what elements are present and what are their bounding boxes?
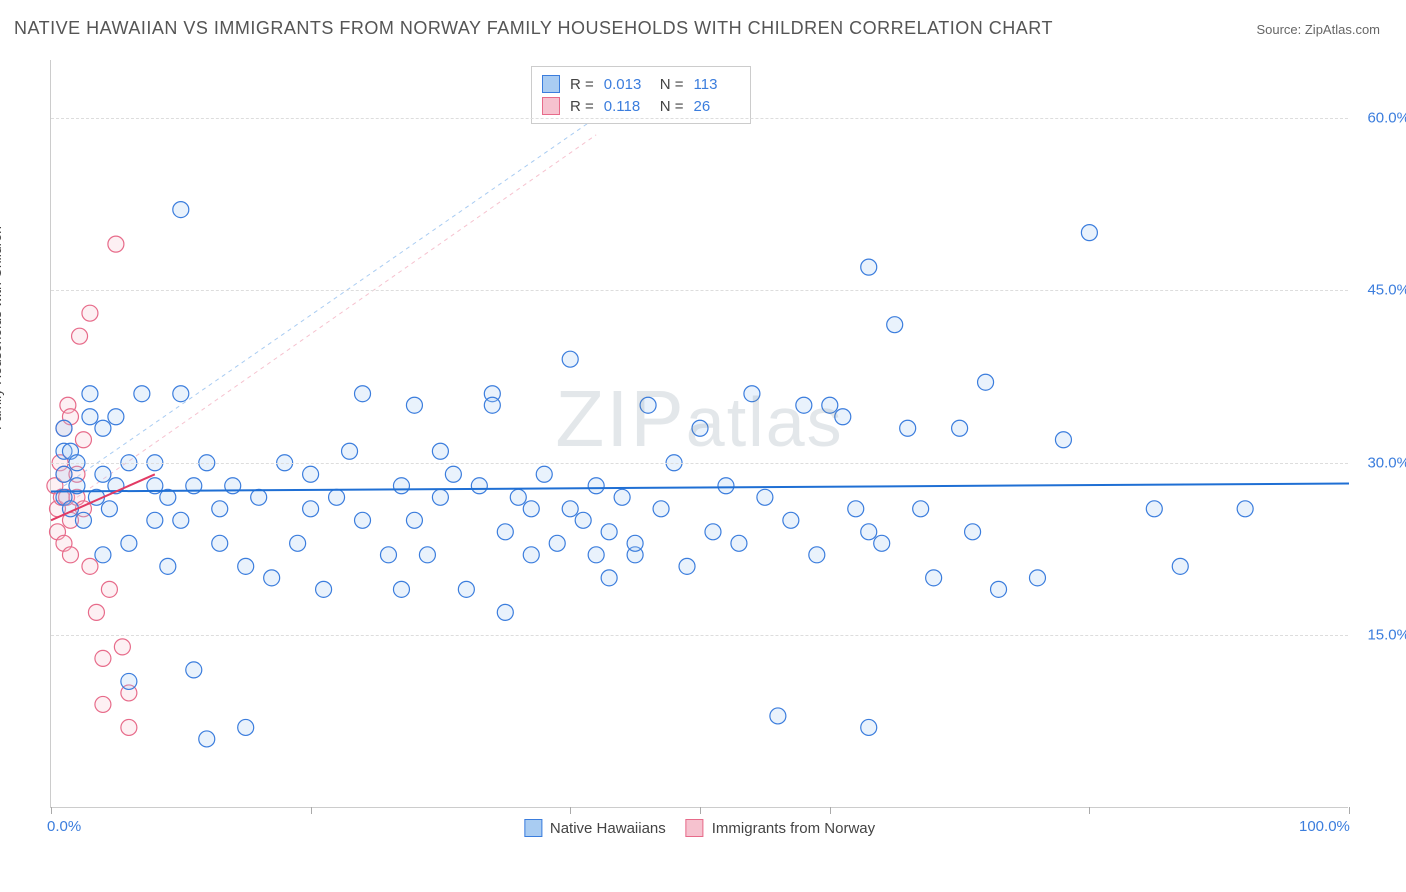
- gridline-h: [51, 463, 1348, 464]
- y-axis-label: Family Households with Children: [0, 226, 4, 430]
- swatch-series-a: [542, 75, 560, 93]
- xtick-mark: [830, 807, 831, 814]
- n-value-a: 113: [694, 76, 740, 93]
- r-value-b: 0.118: [604, 98, 650, 115]
- gridline-h: [51, 635, 1348, 636]
- chart-title: NATIVE HAWAIIAN VS IMMIGRANTS FROM NORWA…: [14, 18, 1053, 39]
- ytick-label: 15.0%: [1367, 627, 1406, 644]
- xtick-mark: [311, 807, 312, 814]
- xtick-label: 100.0%: [1299, 818, 1350, 835]
- swatch-series-b-legend: [686, 819, 704, 837]
- bottom-legend: Native Hawaiians Immigrants from Norway: [524, 819, 875, 837]
- source-attribution: Source: ZipAtlas.com: [1256, 22, 1380, 37]
- xtick-mark: [1349, 807, 1350, 814]
- n-value-b: 26: [694, 98, 740, 115]
- ytick-label: 60.0%: [1367, 109, 1406, 126]
- legend-label-a: Native Hawaiians: [550, 820, 666, 837]
- xtick-mark: [1089, 807, 1090, 814]
- legend-item-a: Native Hawaiians: [524, 819, 666, 837]
- chart-plot-area: ZIPatlas R =0.013 N =113 R =0.118 N =26 …: [50, 60, 1348, 808]
- gridline-h: [51, 290, 1348, 291]
- swatch-series-b: [542, 97, 560, 115]
- xtick-mark: [700, 807, 701, 814]
- stats-row-a: R =0.013 N =113: [542, 73, 740, 95]
- xtick-label: 0.0%: [47, 818, 81, 835]
- swatch-series-a-legend: [524, 819, 542, 837]
- ytick-label: 45.0%: [1367, 282, 1406, 299]
- xtick-mark: [51, 807, 52, 814]
- ytick-label: 30.0%: [1367, 454, 1406, 471]
- stats-row-b: R =0.118 N =26: [542, 95, 740, 117]
- stats-legend-box: R =0.013 N =113 R =0.118 N =26: [531, 66, 751, 124]
- xtick-mark: [570, 807, 571, 814]
- r-value-a: 0.013: [604, 76, 650, 93]
- gridline-h: [51, 118, 1348, 119]
- legend-item-b: Immigrants from Norway: [686, 819, 875, 837]
- scatter-svg: [51, 60, 1348, 807]
- legend-label-b: Immigrants from Norway: [712, 820, 875, 837]
